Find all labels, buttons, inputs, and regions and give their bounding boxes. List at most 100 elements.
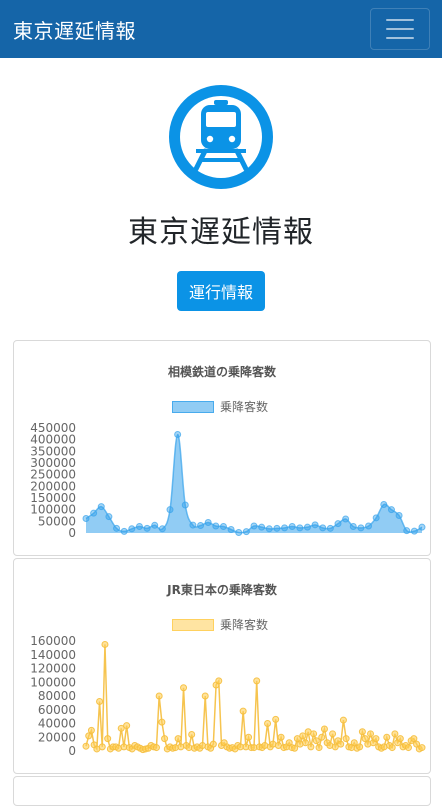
data-point[interactable] <box>273 524 281 532</box>
data-point[interactable] <box>342 735 350 743</box>
data-point[interactable] <box>404 744 412 752</box>
data-point[interactable] <box>105 513 113 521</box>
data-point[interactable] <box>291 744 299 752</box>
data-point[interactable] <box>204 519 212 526</box>
data-point[interactable] <box>113 524 121 532</box>
data-point[interactable] <box>301 739 309 747</box>
data-point[interactable] <box>326 524 334 532</box>
data-point[interactable] <box>277 733 285 741</box>
data-point[interactable] <box>82 515 90 523</box>
data-point[interactable] <box>90 509 98 517</box>
operation-info-button[interactable]: 運行情報 <box>176 271 265 311</box>
data-point[interactable] <box>135 522 143 530</box>
data-point[interactable] <box>395 512 403 519</box>
data-point[interactable] <box>101 640 109 648</box>
data-point[interactable] <box>152 744 160 752</box>
data-point[interactable] <box>174 431 182 439</box>
data-point[interactable] <box>128 525 136 533</box>
data-point[interactable] <box>87 726 95 734</box>
data-point[interactable] <box>181 501 189 509</box>
data-point[interactable] <box>310 730 318 738</box>
data-point[interactable] <box>388 744 396 752</box>
data-point[interactable] <box>123 722 131 730</box>
data-point[interactable] <box>174 735 182 743</box>
data-point[interactable] <box>104 735 112 743</box>
data-point[interactable] <box>82 742 90 750</box>
data-point[interactable] <box>307 743 315 751</box>
data-point[interactable] <box>96 698 104 705</box>
data-point[interactable] <box>372 514 380 522</box>
chart-legend[interactable]: 乗降客数 <box>172 398 268 415</box>
data-point[interactable] <box>188 731 196 738</box>
data-point[interactable] <box>387 506 395 514</box>
data-point[interactable] <box>367 730 375 738</box>
data-point[interactable] <box>209 740 217 748</box>
data-point[interactable] <box>197 522 205 530</box>
data-point[interactable] <box>166 506 174 514</box>
data-point[interactable] <box>215 677 223 685</box>
navbar-brand[interactable]: 東京遅延情報 <box>13 18 136 43</box>
data-point[interactable] <box>418 523 426 531</box>
data-point[interactable] <box>418 744 426 752</box>
data-point[interactable] <box>356 743 364 751</box>
data-point[interactable] <box>212 522 220 530</box>
data-point[interactable] <box>361 735 369 743</box>
data-point[interactable] <box>242 528 250 536</box>
data-point[interactable] <box>315 744 323 752</box>
chart-legend[interactable]: 乗降客数 <box>172 616 268 633</box>
data-point[interactable] <box>293 735 301 743</box>
data-point[interactable] <box>337 740 345 748</box>
data-point[interactable] <box>403 527 411 535</box>
data-point[interactable] <box>180 684 188 692</box>
data-point[interactable] <box>350 739 358 747</box>
data-point[interactable] <box>250 522 258 530</box>
data-point[interactable] <box>319 524 327 532</box>
data-point[interactable] <box>410 735 418 743</box>
data-point[interactable] <box>253 677 261 685</box>
data-point[interactable] <box>117 724 125 732</box>
data-point[interactable] <box>281 524 289 532</box>
data-point[interactable] <box>339 716 347 724</box>
data-point[interactable] <box>396 735 404 743</box>
data-point[interactable] <box>245 733 253 741</box>
data-point[interactable] <box>358 728 366 736</box>
data-point[interactable] <box>258 523 266 531</box>
data-point[interactable] <box>239 707 247 715</box>
data-point[interactable] <box>189 521 197 529</box>
data-point[interactable] <box>372 735 380 743</box>
data-point[interactable] <box>235 529 243 537</box>
data-point[interactable] <box>349 522 357 530</box>
data-point[interactable] <box>357 524 365 532</box>
data-point[interactable] <box>227 526 235 533</box>
data-point[interactable] <box>391 730 399 738</box>
data-point[interactable] <box>410 527 418 535</box>
menu-toggle-button[interactable] <box>370 8 430 50</box>
data-point[interactable] <box>97 503 105 511</box>
data-point[interactable] <box>151 521 159 529</box>
data-point[interactable] <box>296 524 304 532</box>
data-point[interactable] <box>158 525 166 533</box>
data-point[interactable] <box>320 725 328 733</box>
data-point[interactable] <box>219 522 227 530</box>
data-point[interactable] <box>318 733 326 741</box>
data-point[interactable] <box>383 733 391 741</box>
data-point[interactable] <box>334 520 342 528</box>
data-point[interactable] <box>342 515 350 523</box>
data-point[interactable] <box>201 692 209 700</box>
data-point[interactable] <box>120 527 128 535</box>
data-point[interactable] <box>265 525 273 533</box>
data-point[interactable] <box>380 501 388 509</box>
data-point[interactable] <box>143 524 151 532</box>
data-point[interactable] <box>85 732 93 740</box>
data-point[interactable] <box>155 692 163 700</box>
data-point[interactable] <box>365 522 373 530</box>
data-point[interactable] <box>299 732 307 740</box>
data-point[interactable] <box>312 737 320 745</box>
data-point[interactable] <box>264 720 272 727</box>
data-point[interactable] <box>161 735 169 743</box>
data-point[interactable] <box>331 743 339 751</box>
data-point[interactable] <box>272 715 280 723</box>
data-point[interactable] <box>98 743 106 751</box>
data-point[interactable] <box>311 521 319 529</box>
data-point[interactable] <box>288 522 296 530</box>
